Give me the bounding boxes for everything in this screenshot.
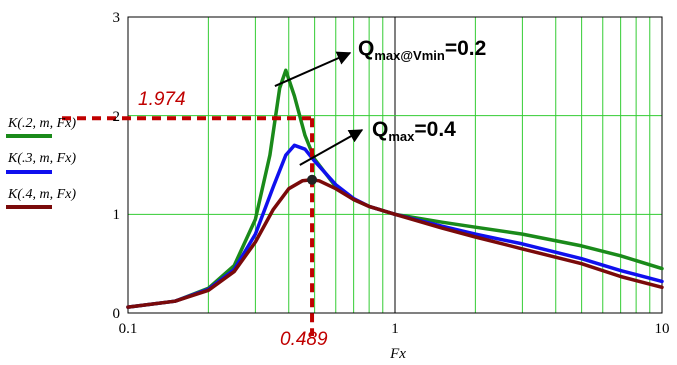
callout-arrow [274,51,352,87]
y-tick-label: 1 [113,207,121,223]
x-tick-label: 0.1 [119,321,138,337]
peak-marker [307,174,318,185]
y-value-annotation: 1.974 [138,89,186,110]
callout-text: Qmax@Vmin=0.2 [358,37,486,63]
plot-frame [127,16,663,314]
legend-label: K(.4, m, Fx) [7,187,76,202]
x-tick-label: 1 [391,321,399,337]
legend-label: K(.3, m, Fx) [7,151,76,166]
legend: K(.2, m, Fx) K(.3, m, Fx) K(.4, m, Fx) [6,116,76,209]
callout-arrow [299,129,364,166]
guide-lines [62,116,318,336]
callout-qmax-vmin: Qmax@Vmin=0.2 [274,37,486,87]
legend-label: K(.2, m, Fx) [7,116,76,131]
x-tick-label: 10 [655,321,670,337]
callout-qmax: Qmax=0.4 [299,118,456,166]
y-tick-label: 0 [113,306,121,322]
callout-text: Qmax=0.4 [372,118,456,144]
x-value-annotation: 0.489 [280,329,328,350]
series-line [126,178,664,309]
x-axis-label: Fx [389,346,406,362]
y-tick-label: 3 [113,10,121,26]
series-lines [126,68,664,309]
y-tick-label: 2 [113,109,121,125]
